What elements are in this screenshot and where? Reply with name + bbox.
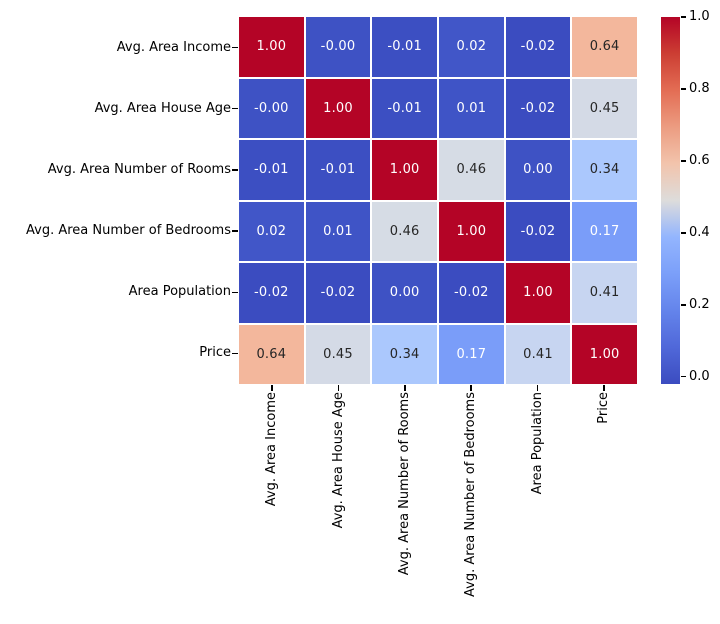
heatmap-cell: 0.64: [239, 324, 304, 384]
heatmap-cell: 1.00: [505, 263, 571, 323]
heatmap-grid: 1.00 -0.00 -0.01 0.02 -0.02 0.64 -0.00 1.00 -0.0…: [239, 17, 637, 384]
heatmap-cell: 1.00: [372, 140, 437, 200]
x-tick-label: Area Population: [529, 392, 545, 495]
heatmap-cell: -0.01: [305, 140, 371, 200]
colorbar-tick-label: 1.0: [689, 9, 710, 24]
colorbar-tick-mark: [681, 304, 686, 306]
heatmap-cell: -0.02: [505, 201, 571, 261]
colorbar-tick-label: 0.0: [689, 368, 710, 384]
heatmap-cell: 0.45: [572, 78, 637, 138]
colorbar-tick-label: 0.8: [689, 80, 710, 96]
heatmap-cell: 1.00: [438, 201, 504, 261]
heatmap-cell: 0.64: [572, 17, 637, 77]
heatmap-cell: 0.41: [505, 324, 571, 384]
colorbar: [661, 17, 680, 384]
x-tick-mark: [470, 385, 472, 391]
heatmap-cell: -0.00: [305, 17, 371, 77]
heatmap-cell: -0.01: [372, 17, 437, 77]
x-tick-mark: [603, 385, 605, 391]
heatmap-cell: -0.01: [239, 140, 304, 200]
heatmap-cell: -0.00: [239, 78, 304, 138]
x-tick-label: Avg. Area Number of Bedrooms: [463, 392, 479, 597]
y-tick-mark: [232, 230, 238, 232]
heatmap-cell: 0.41: [572, 263, 637, 323]
y-tick-label: Avg. Area Income: [116, 39, 231, 55]
y-tick-label: Avg. Area House Age: [94, 100, 231, 116]
heatmap-cell: 1.00: [572, 324, 637, 384]
heatmap-cell: 0.34: [572, 140, 637, 200]
colorbar-tick-label: 0.2: [689, 296, 710, 312]
x-tick-label: Price: [595, 392, 611, 424]
y-tick-mark: [232, 169, 238, 171]
x-tick-mark: [271, 385, 273, 391]
heatmap-cell: -0.02: [505, 78, 571, 138]
heatmap-cell: 1.00: [305, 78, 371, 138]
heatmap-cell: -0.02: [438, 263, 504, 323]
x-tick-label: Avg. Area Income: [264, 392, 280, 507]
heatmap-cell: 0.17: [572, 201, 637, 261]
heatmap-cell: 0.46: [372, 201, 437, 261]
heatmap-cell: 0.01: [438, 78, 504, 138]
heatmap-cell: 0.46: [438, 140, 504, 200]
x-tick-mark: [337, 385, 340, 391]
colorbar-tick-mark: [681, 160, 686, 162]
x-tick-mark: [536, 385, 539, 391]
heatmap-cell: 0.01: [305, 201, 371, 261]
heatmap-cell: 0.17: [438, 324, 504, 384]
heatmap-cell: -0.02: [505, 17, 571, 77]
y-tick-label: Area Population: [128, 284, 231, 300]
heatmap-cell: 0.00: [505, 140, 571, 200]
y-tick-mark: [232, 291, 238, 293]
y-tick-mark: [232, 352, 238, 355]
x-tick-label: Avg. Area House Age: [330, 392, 346, 529]
y-tick-label: Avg. Area Number of Bedrooms: [26, 223, 231, 239]
colorbar-tick-label: 0.6: [689, 152, 710, 168]
x-tick-mark: [404, 385, 406, 391]
heatmap-cell: 0.45: [305, 324, 371, 384]
x-tick-label: Avg. Area Number of Rooms: [396, 392, 412, 576]
y-tick-mark: [232, 108, 238, 110]
colorbar-tick-mark: [681, 232, 686, 234]
colorbar-tick-label: 0.4: [689, 224, 710, 240]
colorbar-tick-mark: [681, 88, 686, 90]
heatmap-cell: 0.02: [438, 17, 504, 77]
heatmap-cell: 0.00: [372, 263, 437, 323]
y-tick-label: Price: [199, 345, 231, 361]
y-tick-label: Avg. Area Number of Rooms: [47, 161, 231, 177]
heatmap-cell: 0.34: [372, 324, 437, 384]
heatmap-cell: -0.02: [305, 263, 371, 323]
heatmap-cell: -0.01: [372, 78, 437, 138]
heatmap-cell: 1.00: [239, 17, 304, 77]
colorbar-tick-mark: [681, 376, 686, 378]
y-tick-mark: [232, 46, 238, 49]
colorbar-tick-mark: [681, 16, 686, 18]
heatmap-cell: -0.02: [239, 263, 304, 323]
heatmap-cell: 0.02: [239, 201, 304, 261]
